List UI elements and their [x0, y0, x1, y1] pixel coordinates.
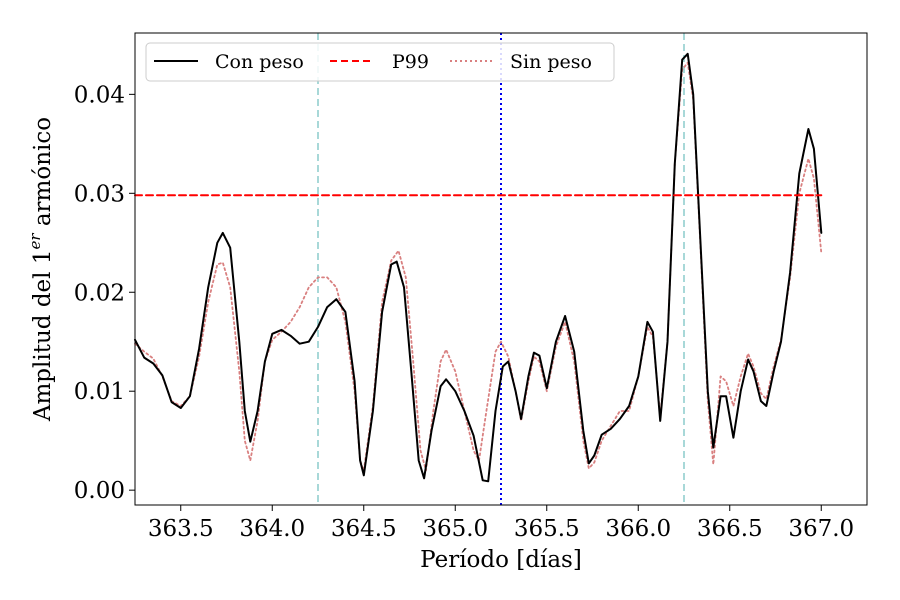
- x-tick-label: 365.5: [514, 516, 580, 542]
- x-axis-title: Período [días]: [420, 547, 582, 573]
- x-tick-label: 366.0: [605, 516, 671, 542]
- legend-box: [145, 42, 615, 82]
- vertical-reference-lines: [317, 33, 685, 505]
- y-tick-label: 0.01: [74, 379, 125, 405]
- x-tick-label: 367.0: [788, 516, 854, 542]
- plot-frame: [134, 32, 868, 506]
- y-tick-label: 0.04: [74, 82, 125, 108]
- y-tick-label: 0.00: [74, 478, 125, 504]
- legend-label-sin-peso: Sin peso: [510, 51, 592, 73]
- x-tick-label: 365.0: [422, 516, 488, 542]
- series-layer: [134, 52, 823, 483]
- y-axis-title-superscript: er: [26, 233, 44, 250]
- x-tick-label: 364.5: [331, 516, 397, 542]
- x-tick-label: 366.5: [697, 516, 763, 542]
- series-line-sin-peso: [134, 61, 823, 472]
- x-tick-label: 364.0: [239, 516, 305, 542]
- x-tick-label: 363.5: [148, 516, 214, 542]
- y-axis-title: Amplitud del 1er armónico: [26, 117, 56, 422]
- y-tick-label: 0.02: [74, 280, 125, 306]
- legend-label-con-peso: Con peso: [215, 51, 304, 73]
- y-tick-label: 0.03: [74, 181, 125, 207]
- x-axis-ticks: 363.5 364.0 364.5 365.0 365.5 366.0 366.5 367.0: [148, 505, 854, 542]
- y-axis-ticks: 0.00 0.01 0.02 0.03 0.04: [74, 82, 135, 504]
- legend: Con peso P99 Sin peso: [145, 42, 615, 82]
- series-line-con-peso: [134, 52, 823, 483]
- legend-label-p99: P99: [392, 51, 429, 73]
